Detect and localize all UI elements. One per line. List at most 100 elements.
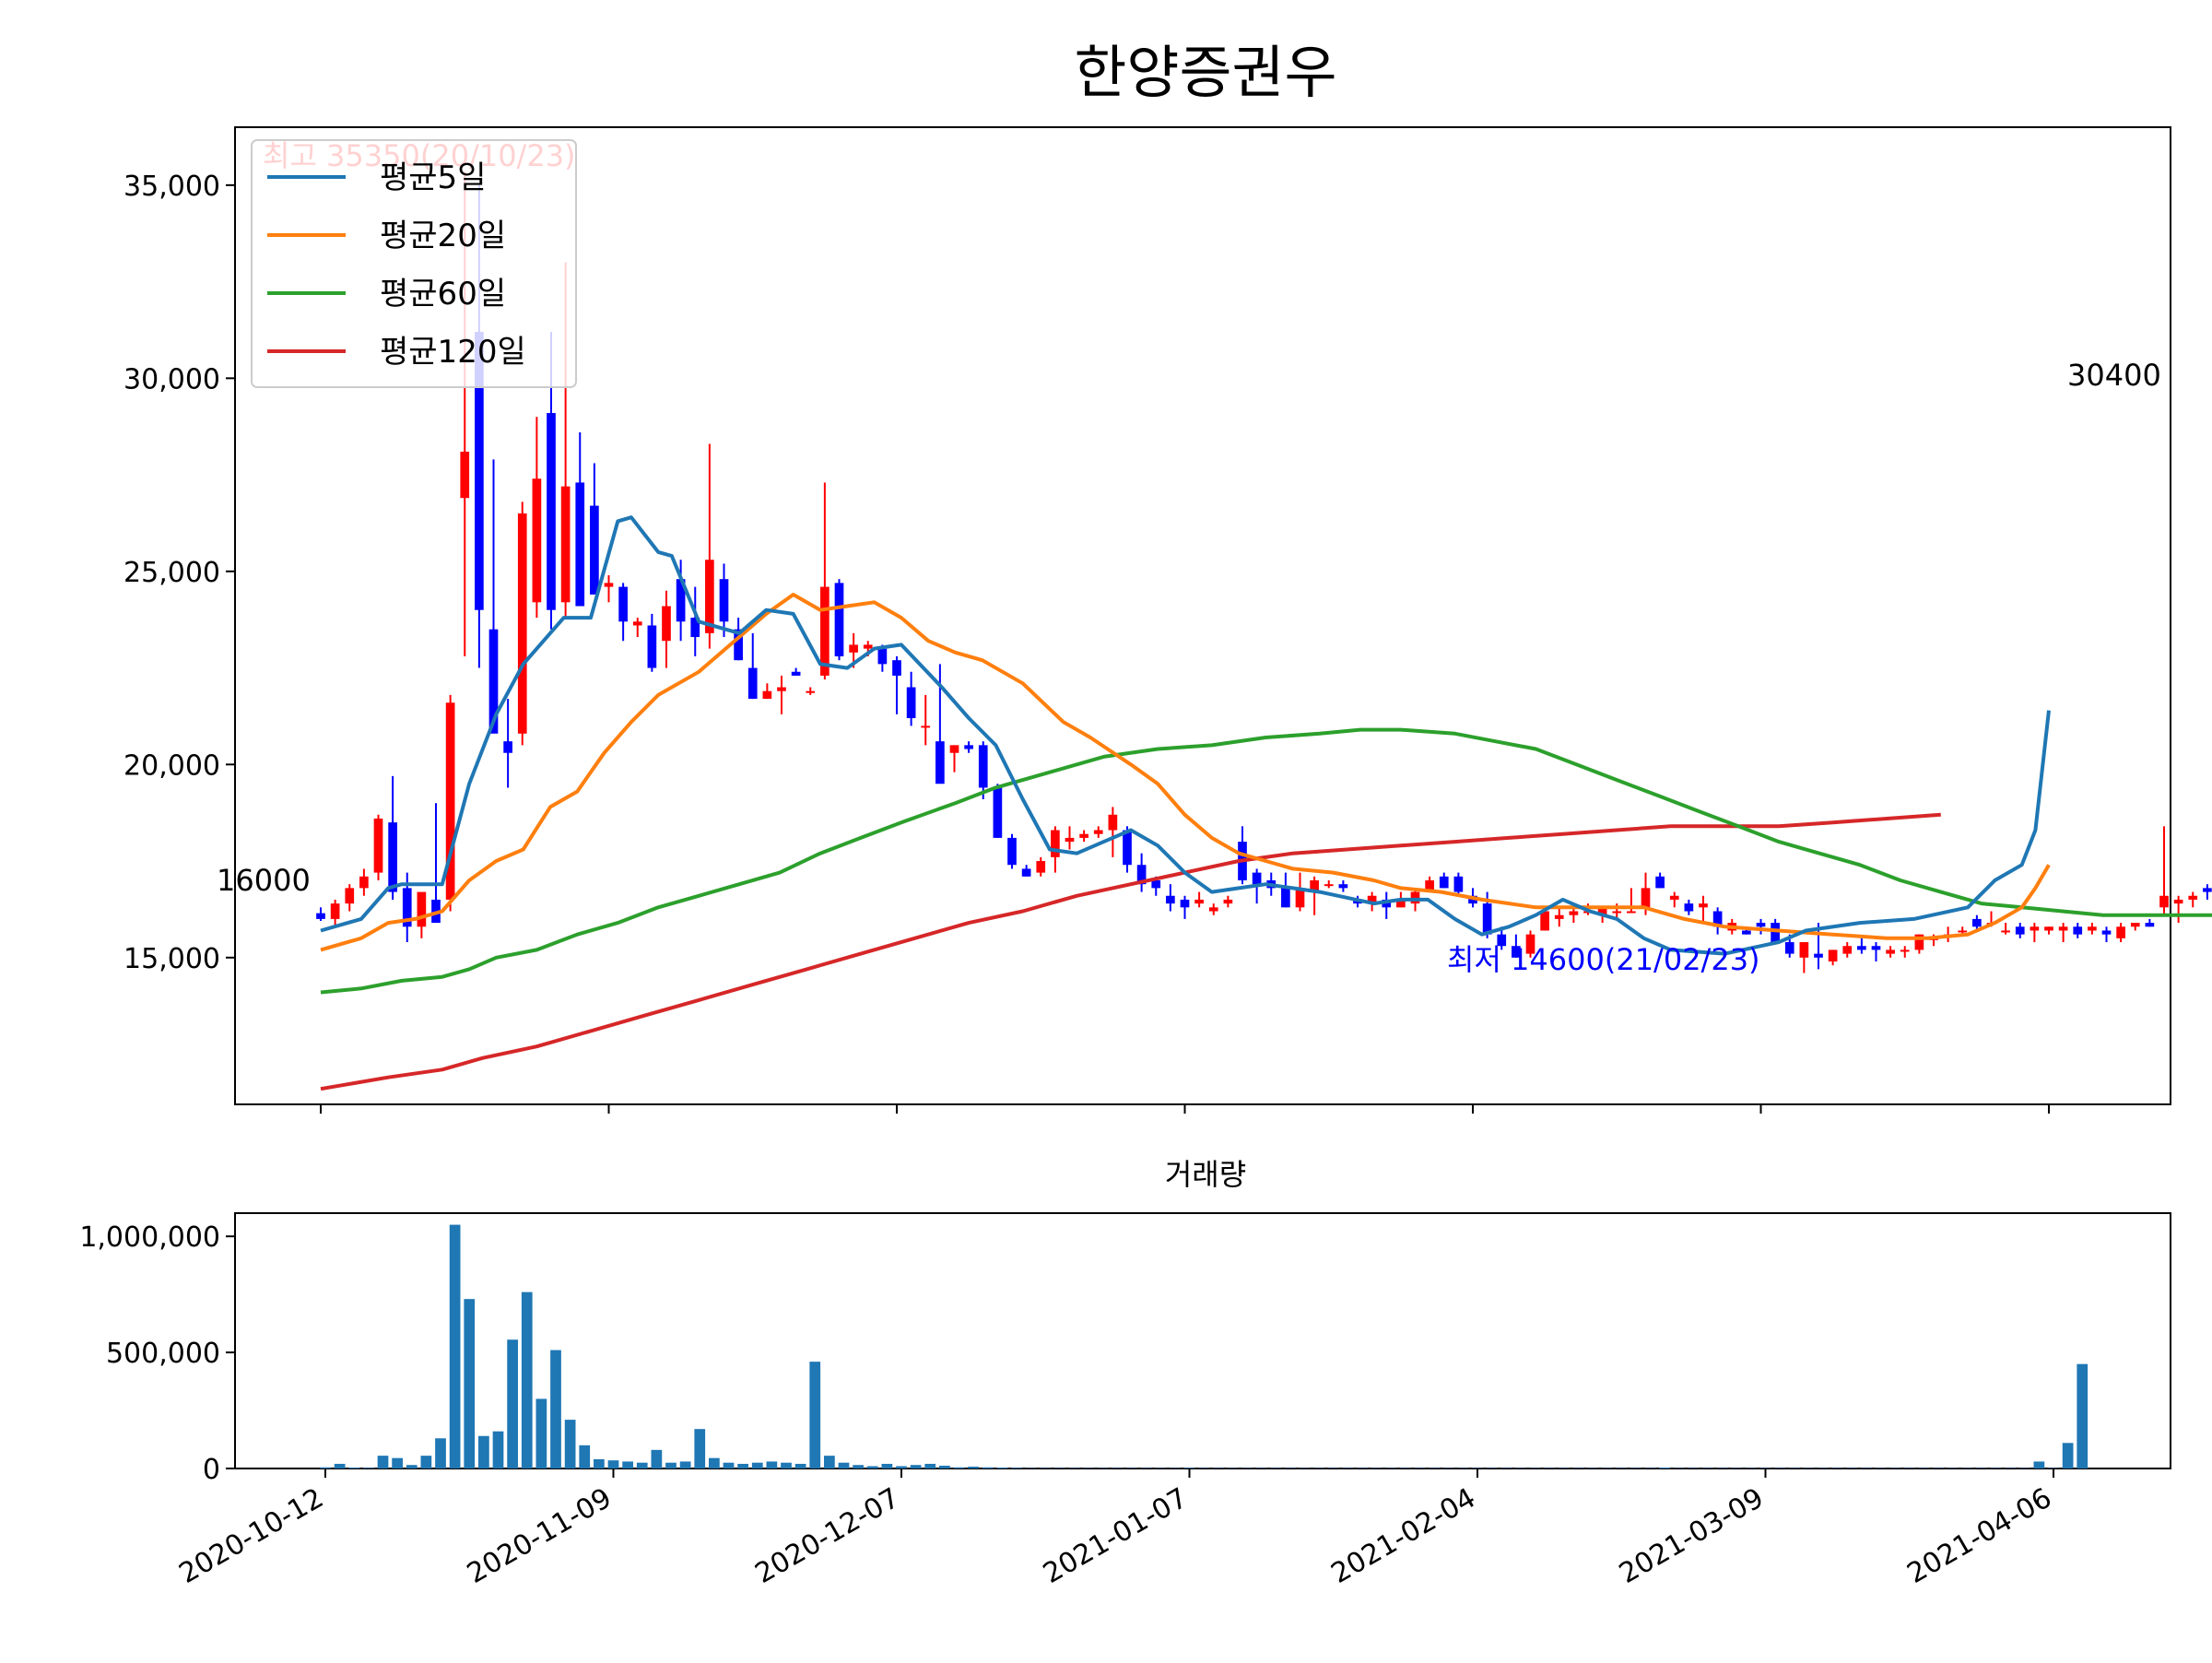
candle-body xyxy=(1223,899,1233,904)
volume-bar xyxy=(377,1456,389,1468)
candle-body xyxy=(1784,942,1794,954)
candle-body xyxy=(1180,899,1190,908)
candle-body xyxy=(863,644,873,649)
first-price-annotation: 16000 xyxy=(217,863,311,898)
legend-label: 평균60일 xyxy=(380,276,506,313)
legend-label: 평균120일 xyxy=(380,334,526,371)
volume-bar xyxy=(2077,1363,2088,1468)
candle-body xyxy=(1742,930,1751,935)
candle-body xyxy=(1569,911,1579,915)
candle-body xyxy=(1886,949,1895,954)
volume-bar xyxy=(651,1449,663,1468)
candle-body xyxy=(488,629,499,734)
candle-body xyxy=(1554,914,1564,919)
candle-body xyxy=(762,690,772,700)
volume-bar xyxy=(478,1435,489,1468)
volume-bar xyxy=(910,1465,922,1468)
volume-bar xyxy=(535,1398,547,1468)
volume-bar xyxy=(564,1420,576,1468)
chart-title: 한양증권우 xyxy=(1074,39,1336,106)
candle-body xyxy=(662,606,671,642)
volume-bar xyxy=(607,1460,619,1468)
candle-body xyxy=(1972,918,1982,927)
candle-body xyxy=(2145,923,2155,927)
candle-body xyxy=(906,687,916,719)
candle-body xyxy=(2116,926,2125,938)
volume-bar xyxy=(737,1463,748,1468)
candle-body xyxy=(676,579,686,622)
candle-body xyxy=(1439,876,1449,889)
candle-body xyxy=(935,741,945,784)
candle-body xyxy=(1367,895,1377,904)
last-price-annotation: 30400 xyxy=(2067,358,2161,393)
candle-body xyxy=(719,579,729,622)
volume-bar xyxy=(809,1362,821,1468)
candle-body xyxy=(560,486,571,603)
volume-bar xyxy=(866,1466,878,1468)
candle-body xyxy=(1410,891,1420,904)
candle-body xyxy=(503,741,512,753)
candle-body xyxy=(993,787,1003,838)
candle-body xyxy=(690,618,700,638)
volume-bar xyxy=(751,1462,763,1468)
candle-body xyxy=(1669,895,1679,900)
candle-body xyxy=(1425,879,1434,892)
candle-body xyxy=(1814,953,1823,958)
candle-body xyxy=(1627,911,1636,914)
volume-bar xyxy=(824,1456,835,1468)
volume-bar xyxy=(709,1457,720,1468)
volume-bar xyxy=(665,1462,677,1468)
candle-body xyxy=(2203,888,2212,892)
volume-bar xyxy=(723,1462,735,1468)
candle-body xyxy=(618,586,628,622)
candle-body xyxy=(1900,949,1910,952)
candle-body xyxy=(921,725,931,728)
candle-body xyxy=(806,690,816,693)
candle-body xyxy=(2015,926,2025,935)
candle-body xyxy=(1857,946,1866,950)
volume-bar xyxy=(622,1461,633,1468)
candle-body xyxy=(1338,884,1348,889)
candle-body xyxy=(1007,837,1017,866)
volume-bar xyxy=(2033,1461,2045,1468)
candle-body xyxy=(547,413,556,610)
legend-label: 평균20일 xyxy=(380,218,506,254)
candle-body xyxy=(517,513,527,734)
candle-body xyxy=(1525,934,1535,954)
candle-body xyxy=(2058,926,2068,931)
price-y-tick-label: 30,000 xyxy=(124,363,220,395)
candle-body xyxy=(1871,946,1881,950)
candle-body xyxy=(647,625,657,668)
candle-body xyxy=(1136,865,1147,885)
low-annotation: 최저 14600(21/02/23) xyxy=(1447,942,1760,977)
candle-body xyxy=(604,583,614,587)
candle-body xyxy=(330,903,340,919)
candle-body xyxy=(734,629,743,661)
candle-body xyxy=(949,745,959,753)
volume-bar xyxy=(579,1445,591,1468)
volume-bar xyxy=(636,1462,648,1468)
candle-body xyxy=(475,332,484,610)
candle-body xyxy=(1958,930,1968,933)
candle-body xyxy=(1597,907,1607,915)
candle-body xyxy=(1281,888,1290,908)
candle-body xyxy=(2101,930,2112,935)
candle-body xyxy=(1914,934,1924,950)
volume-bar xyxy=(521,1291,533,1468)
volume-bar xyxy=(594,1458,605,1468)
legend-label: 평균5일 xyxy=(380,159,486,196)
candle-body xyxy=(590,505,599,595)
volume-bar xyxy=(492,1431,504,1468)
candle-body xyxy=(1396,899,1406,908)
candle-body xyxy=(1194,899,1204,904)
candle-body xyxy=(2044,926,2053,931)
price-y-tick-label: 20,000 xyxy=(124,749,220,782)
candle-body xyxy=(1497,934,1507,947)
candle-body xyxy=(777,687,786,691)
candle-body xyxy=(1512,946,1521,958)
volume-y-tick-label: 500,000 xyxy=(106,1338,220,1370)
volume-bar xyxy=(420,1456,432,1468)
volume-bar xyxy=(2062,1443,2074,1468)
candle-body xyxy=(791,671,801,676)
candle-body xyxy=(2001,930,2010,933)
